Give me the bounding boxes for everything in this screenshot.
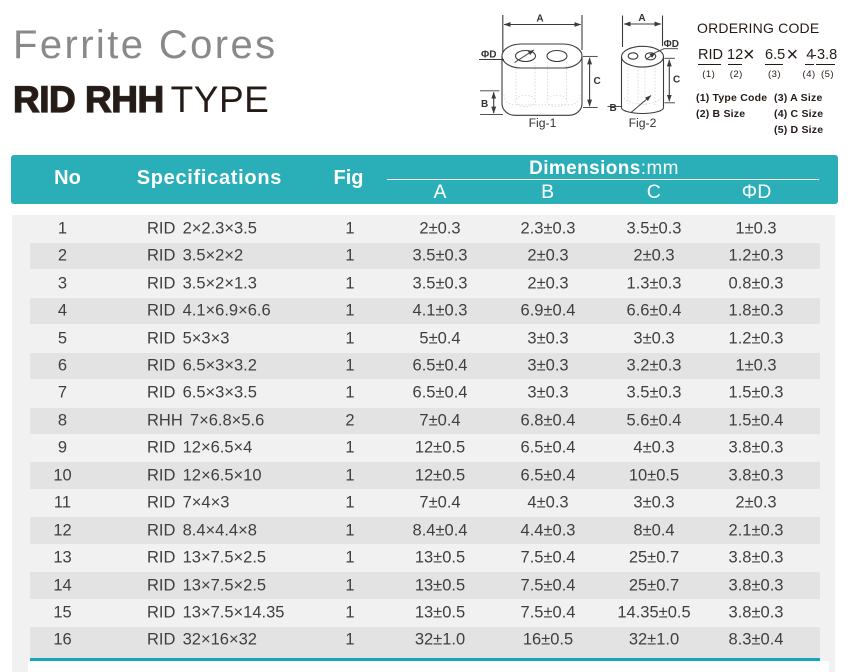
svg-text:C: C <box>673 75 680 86</box>
svg-text:Fig-1: Fig-1 <box>529 116 557 130</box>
svg-text:C: C <box>594 76 601 87</box>
svg-text:A: A <box>536 14 543 25</box>
svg-text:B: B <box>481 99 488 110</box>
svg-text:ΦD: ΦD <box>481 50 496 61</box>
svg-text:A: A <box>638 13 645 24</box>
svg-text:B: B <box>610 103 617 114</box>
svg-text:ΦD: ΦD <box>664 39 679 50</box>
svg-text:Fig-2: Fig-2 <box>629 116 657 130</box>
